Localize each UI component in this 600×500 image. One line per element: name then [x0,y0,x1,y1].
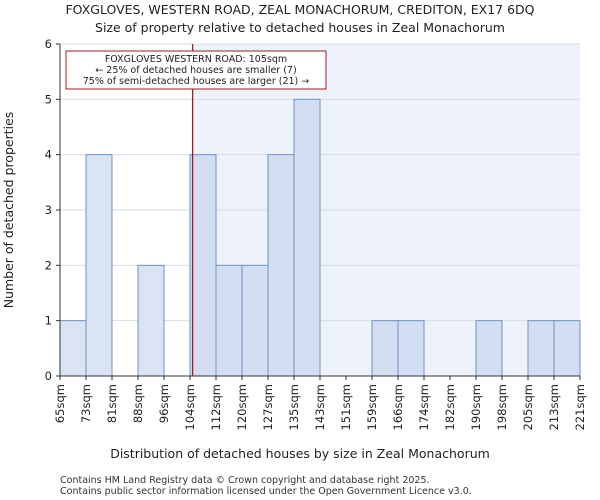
chart-title: FOXGLOVES, WESTERN ROAD, ZEAL MONACHORUM… [65,2,534,17]
y-tick-label: 5 [45,92,52,106]
y-tick-label: 1 [45,314,52,328]
x-tick-label: 221sqm [573,384,587,430]
x-tick-label: 198sqm [495,384,509,430]
plot-area: 0 1 2 3 4 5 6 65sqm 73sqm 81sqm 88sqm 96sqm 104sqm 11… [45,37,587,430]
y-tick-label: 0 [45,369,52,383]
bar-213sqm [553,320,581,377]
x-tick-label: 65sqm [53,384,67,423]
bar-127sqm [267,154,295,377]
x-tick-label: 120sqm [235,384,249,430]
y-axis-label: Number of detached properties [1,112,16,309]
annotation-line-1: FOXGLOVES WESTERN ROAD: 105sqm [105,54,287,65]
bar-88sqm [137,264,165,377]
x-tick-label: 143sqm [313,384,327,430]
bar-205sqm [527,320,555,377]
x-tick-label: 96sqm [157,384,171,423]
x-tick-label: 135sqm [287,384,301,430]
y-tick-label: 6 [45,37,52,51]
x-tick-label: 112sqm [209,384,223,430]
x-tick-label: 81sqm [105,384,119,423]
x-tick-label: 190sqm [469,384,483,430]
bar-120sqm [241,264,269,377]
footer-line-2: Contains public sector information licen… [60,486,472,497]
x-tick-label: 205sqm [521,384,535,430]
bar-65sqm [59,320,87,377]
y-tick-label: 2 [45,258,52,272]
bar-190sqm [475,320,503,377]
x-tick-label: 88sqm [131,384,145,423]
x-tick-label: 174sqm [417,384,431,430]
annotation-line-3: 75% of semi-detached houses are larger (… [83,76,310,87]
bar-135sqm [293,98,321,377]
footer-line-1: Contains HM Land Registry data © Crown c… [60,475,430,486]
bar-112sqm [215,264,243,377]
x-tick-label: 166sqm [391,384,405,430]
annotation-box [65,50,327,90]
x-tick-label: 104sqm [183,384,197,430]
chart-subtitle: Size of property relative to detached ho… [95,20,505,35]
annotation-line-2: ← 25% of detached houses are smaller (7) [95,65,296,76]
x-tick-label: 182sqm [443,384,457,430]
x-axis-label: Distribution of detached houses by size … [110,446,490,461]
y-tick-label: 4 [45,148,52,162]
bar-159sqm [371,320,399,377]
x-tick-label: 127sqm [261,384,275,430]
bar-73sqm [85,154,113,377]
bar-104sqm [189,154,217,377]
x-tick-label: 213sqm [547,384,561,430]
x-tick-label: 151sqm [339,384,353,430]
x-tick-label: 159sqm [365,384,379,430]
bar-166sqm [397,320,425,377]
y-tick-label: 3 [45,203,52,217]
x-tick-label: 73sqm [79,384,93,423]
